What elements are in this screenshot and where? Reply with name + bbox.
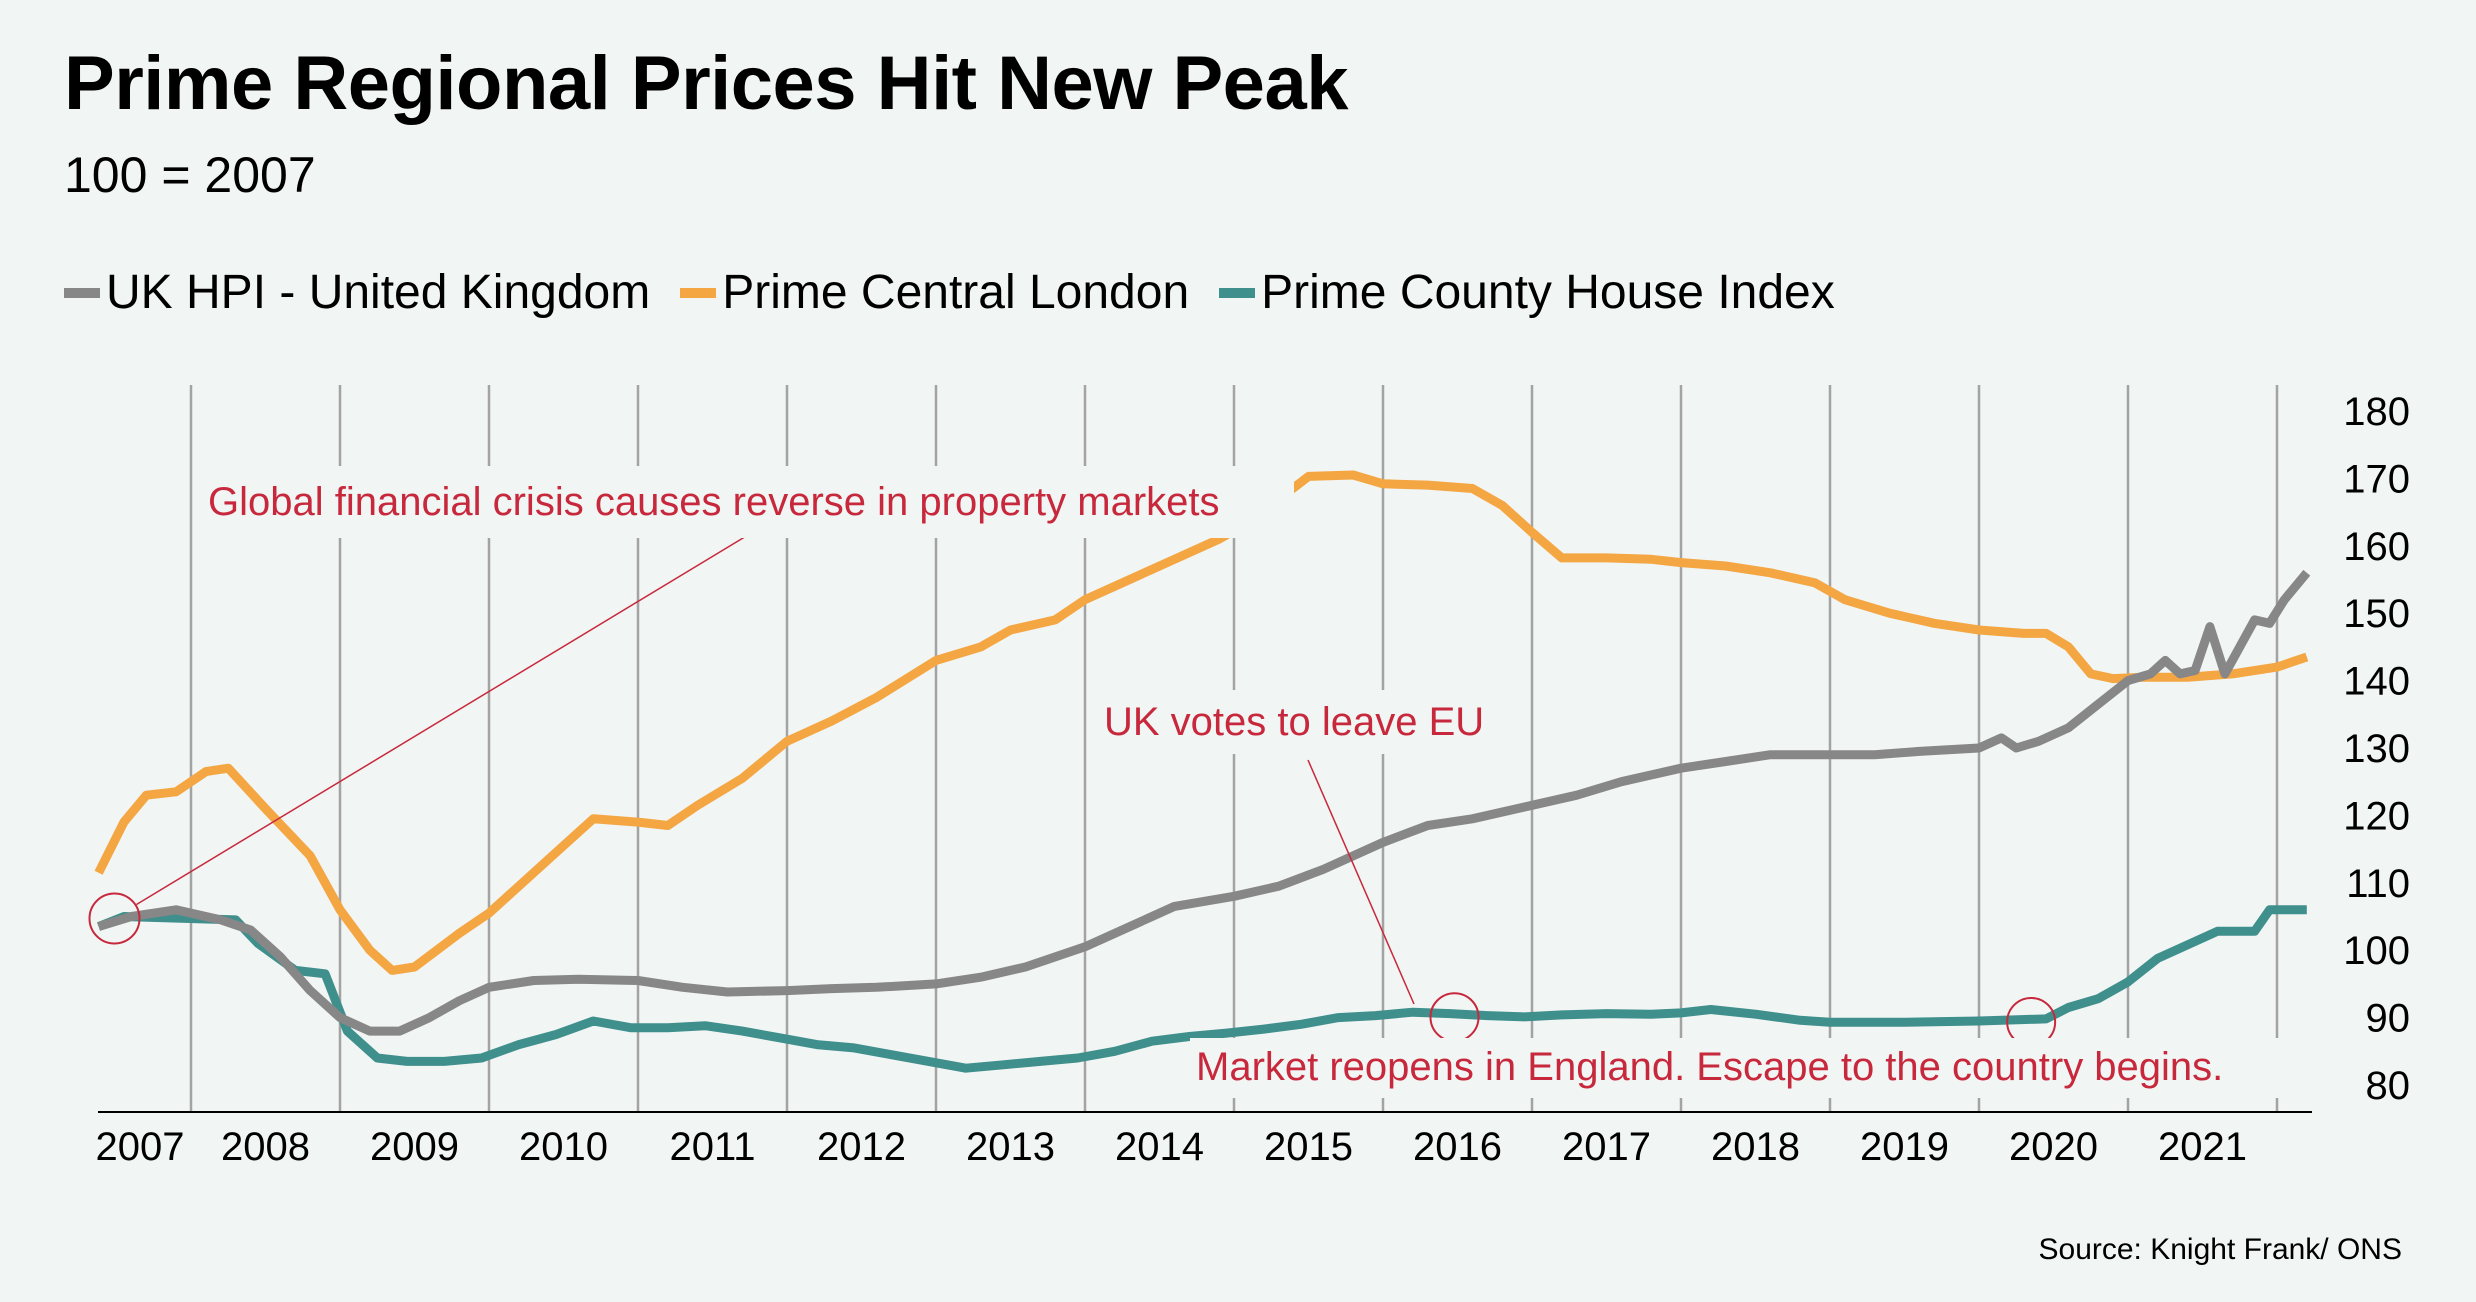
series-line-prime-central-london bbox=[94, 470, 2309, 975]
legend-item-pchi: Prime County House Index bbox=[1219, 265, 1835, 320]
annotation-box-reopen bbox=[1190, 1038, 2296, 1098]
annotation-box-gfc bbox=[198, 466, 1294, 538]
x-tick-label: 2008 bbox=[221, 1125, 310, 1169]
x-tick-label: 2009 bbox=[370, 1125, 459, 1169]
y-tick-label: 150 bbox=[2343, 592, 2410, 636]
legend-label-pchi: Prime County House Index bbox=[1261, 266, 1835, 319]
x-tick-label: 2021 bbox=[2158, 1125, 2247, 1169]
legend: UK HPI - United Kingdom Prime Central Lo… bbox=[64, 265, 1865, 320]
x-tick-label: 2020 bbox=[2009, 1125, 2098, 1169]
series-line-prime-county-house-index bbox=[96, 905, 2307, 1073]
y-tick-label: 100 bbox=[2343, 929, 2410, 973]
legend-label-uk-hpi: UK HPI - United Kingdom bbox=[106, 266, 651, 319]
legend-swatch-uk-hpi bbox=[64, 287, 100, 298]
x-tick-label: 2013 bbox=[966, 1125, 1055, 1169]
y-tick-label: 90 bbox=[2366, 997, 2411, 1041]
x-tick-label: 2016 bbox=[1413, 1125, 1502, 1169]
chart-subtitle: 100 = 2007 bbox=[64, 147, 316, 203]
x-tick-label: 2019 bbox=[1860, 1125, 1949, 1169]
chart-title: Prime Regional Prices Hit New Peak bbox=[64, 41, 1348, 126]
annotation-circle-gfc bbox=[88, 892, 141, 945]
legend-swatch-pcl bbox=[680, 287, 717, 298]
y-tick-label: 180 bbox=[2343, 390, 2410, 434]
y-tick-label: 120 bbox=[2343, 794, 2410, 838]
legend-swatch-pchi bbox=[1219, 287, 1256, 298]
annotation-text-brexit: UK votes to leave EU bbox=[1104, 700, 1484, 744]
x-axis-ticks: 2007 2008 2009 2010 2011 2012 2013 2014 2015 2016… bbox=[96, 1125, 2247, 1169]
x-tick-label: 2018 bbox=[1711, 1125, 1800, 1169]
series-lines bbox=[94, 470, 2311, 1073]
annotation-box-brexit bbox=[1096, 690, 1518, 754]
annotation-leader-gfc bbox=[136, 534, 749, 906]
x-tick-label: 2014 bbox=[1115, 1125, 1204, 1169]
series-line-uk-hpi-united-kingdom bbox=[97, 569, 2311, 1036]
x-tick-label: 2010 bbox=[519, 1125, 608, 1169]
annotation-text-gfc: Global financial crisis causes reverse i… bbox=[208, 480, 1220, 524]
y-tick-label: 80 bbox=[2366, 1064, 2411, 1108]
y-tick-label: 110 bbox=[2346, 862, 2410, 906]
y-tick-label: 130 bbox=[2343, 727, 2410, 771]
y-axis-ticks: 80 90 100 110 120 130 140 150 160 170 180 bbox=[2343, 390, 2410, 1108]
annotations: Global financial crisis causes reverse i… bbox=[88, 466, 2296, 1098]
x-tick-label: 2015 bbox=[1264, 1125, 1353, 1169]
legend-item-uk-hpi: UK HPI - United Kingdom bbox=[64, 265, 650, 320]
source-note: Source: Knight Frank/ ONS bbox=[2038, 1233, 2403, 1266]
legend-label-pcl: Prime Central London bbox=[722, 266, 1190, 319]
annotation-leader-brexit bbox=[1307, 759, 1415, 1005]
x-tick-label: 2007 bbox=[96, 1125, 185, 1169]
legend-item-pcl: Prime Central London bbox=[680, 265, 1189, 320]
x-tick-label: 2011 bbox=[669, 1125, 755, 1169]
annotation-text-reopen: Market reopens in England. Escape to the… bbox=[1196, 1045, 2223, 1089]
x-tick-label: 2012 bbox=[817, 1125, 906, 1169]
x-tick-label: 2017 bbox=[1562, 1125, 1651, 1169]
y-tick-label: 140 bbox=[2343, 660, 2410, 704]
y-tick-label: 170 bbox=[2343, 457, 2410, 501]
y-tick-label: 160 bbox=[2343, 525, 2410, 569]
